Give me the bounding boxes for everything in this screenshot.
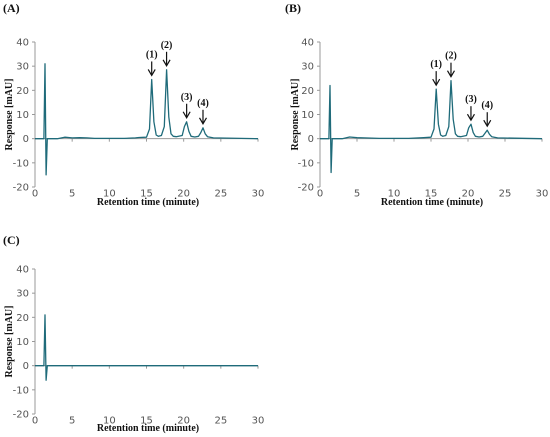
y-tick-label: 40 <box>301 38 314 49</box>
y-tick-label: 40 <box>16 38 29 49</box>
x-tick-label: 20 <box>462 188 475 199</box>
peak-label: (4) <box>481 100 493 111</box>
y-tick-label: -20 <box>298 183 314 194</box>
chromatogram-trace-line <box>35 63 259 176</box>
y-axis-title: Response [mAU] <box>4 79 15 151</box>
x-axis-title: Retention time (minute) <box>381 197 483 208</box>
y-tick-label: -10 <box>13 158 29 169</box>
peak-arrow-head <box>483 119 492 128</box>
panel-label: (B) <box>285 1 301 15</box>
y-tick-label: -10 <box>13 385 29 396</box>
x-tick-label: 0 <box>32 415 38 426</box>
y-tick-label: 20 <box>16 313 29 324</box>
y-tick-label: -10 <box>298 158 314 169</box>
peak-label: (2) <box>161 40 173 51</box>
y-tick-label: 0 <box>23 361 29 372</box>
y-tick-label: -20 <box>13 183 29 194</box>
peak-label: (2) <box>445 51 457 62</box>
peak-arrow-head <box>446 70 455 78</box>
y-tick-label: 30 <box>16 62 29 73</box>
y-tick-label: 10 <box>16 110 29 121</box>
x-tick-label: 25 <box>214 415 227 426</box>
x-tick-label: 5 <box>69 415 75 426</box>
y-tick-label: 40 <box>16 265 29 276</box>
x-tick-label: 20 <box>177 415 190 426</box>
peak-label: (1) <box>430 59 442 70</box>
y-tick-label: 10 <box>16 337 29 348</box>
chart-panel-a: (A) -20 -10 0 10 20 30 40 0 5 10 15 20 25 30 Retention … <box>3 1 264 208</box>
x-tick-label: 5 <box>354 188 360 199</box>
y-tick-label: 30 <box>301 62 314 73</box>
x-tick-label: 30 <box>252 188 265 199</box>
peak-label: (1) <box>146 49 158 60</box>
x-tick-label: 30 <box>252 415 265 426</box>
x-tick-label: 15 <box>140 415 153 426</box>
peak-arrow-head <box>182 111 191 119</box>
chart-panel-b: (B) -20 -10 0 10 20 30 40 0 5 10 15 20 25 30 Retention … <box>285 1 548 208</box>
chromatogram-trace-line <box>320 80 543 174</box>
panel-label: (C) <box>3 233 20 247</box>
y-tick-label: 0 <box>308 134 314 145</box>
y-tick-label: 0 <box>23 134 29 145</box>
x-tick-label: 20 <box>177 188 190 199</box>
y-tick-label: 20 <box>301 86 314 97</box>
x-tick-label: 10 <box>388 188 401 199</box>
chromatogram-trace-line <box>35 314 258 381</box>
x-tick-label: 25 <box>214 188 227 199</box>
x-tick-label: 30 <box>536 188 549 199</box>
x-tick-label: 10 <box>103 188 116 199</box>
x-tick-label: 10 <box>103 415 116 426</box>
peak-label: (3) <box>465 94 477 105</box>
x-tick-label: 15 <box>425 188 438 199</box>
peak-arrow-head <box>466 113 475 122</box>
x-tick-label: 15 <box>140 188 153 199</box>
y-tick-label: -20 <box>13 410 29 421</box>
peak-arrow-head <box>198 117 208 125</box>
peak-arrow-head <box>162 59 171 67</box>
peak-arrow-head <box>147 69 156 77</box>
y-tick-label: 20 <box>16 86 29 97</box>
y-tick-label: 30 <box>16 289 29 300</box>
x-axis-title: Retention time (minute) <box>97 423 199 434</box>
chart-panel-c: (C) -20 -10 0 10 20 30 40 0 5 10 15 20 25 30 Retention … <box>3 233 264 434</box>
x-tick-label: 25 <box>499 188 512 199</box>
x-tick-label: 5 <box>69 188 75 199</box>
panel-label: (A) <box>3 1 20 15</box>
peak-label: (4) <box>197 98 209 109</box>
x-axis-title: Retention time (minute) <box>97 197 199 208</box>
peak-arrow-head <box>432 78 441 87</box>
x-tick-label: 0 <box>32 188 38 199</box>
peak-label: (3) <box>181 92 193 103</box>
y-axis-title: Response [mAU] <box>4 306 15 378</box>
y-axis-title: Response [mAU] <box>290 79 301 151</box>
y-tick-label: 10 <box>301 110 314 121</box>
x-tick-label: 0 <box>317 188 323 199</box>
